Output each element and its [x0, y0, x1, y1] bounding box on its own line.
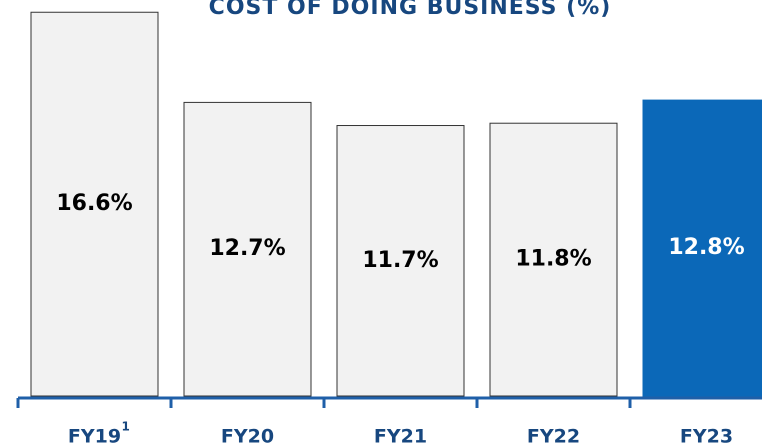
bar: [30, 11, 159, 397]
x-tick-label: FY20: [221, 426, 274, 444]
bar: [336, 125, 465, 397]
x-tick-label: FY23: [680, 426, 733, 444]
value-label: 11.7%: [362, 248, 438, 273]
value-label: 12.8%: [668, 235, 744, 260]
chart-title: COST OF DOING BUSINESS (%): [209, 0, 612, 20]
value-label: 11.8%: [515, 247, 591, 272]
bar: [489, 122, 618, 397]
x-tick-label: FY21: [374, 426, 427, 444]
x-tick-label: FY22: [527, 426, 580, 444]
footnote-mark: 1: [122, 420, 130, 434]
value-label: 12.7%: [209, 236, 285, 261]
bar: [183, 101, 312, 397]
bar: [642, 99, 762, 397]
value-label: 16.6%: [56, 191, 132, 216]
x-tick-label: FY19: [68, 426, 121, 444]
